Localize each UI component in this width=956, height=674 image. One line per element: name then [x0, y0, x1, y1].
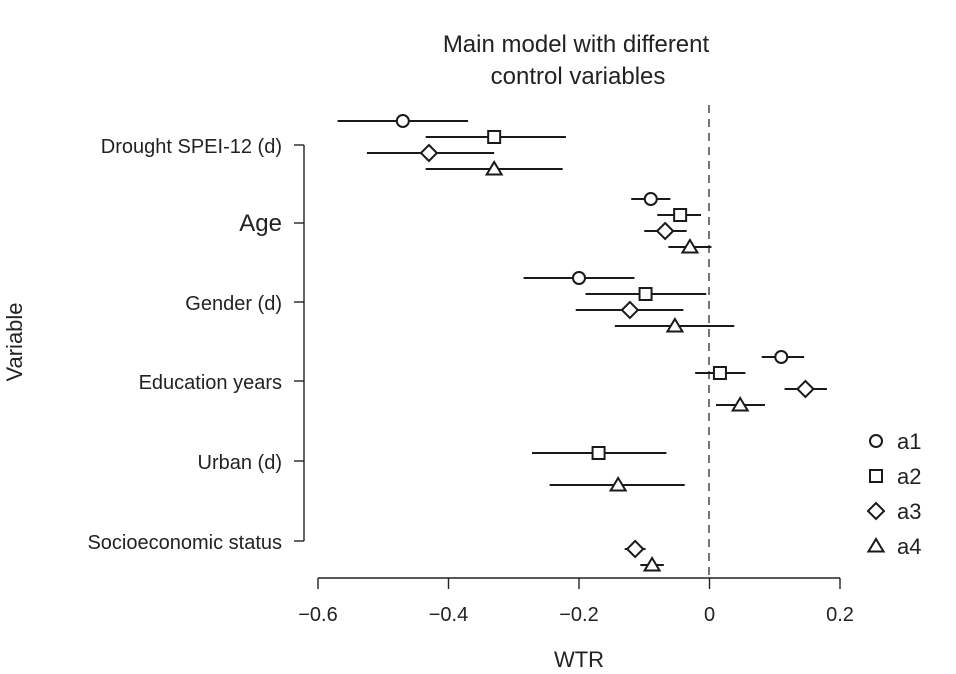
legend-a2-label: a2 [897, 464, 921, 489]
a2-drought-spei-12-d [425, 130, 566, 144]
a3-point-marker [620, 300, 640, 320]
a3-gender-d [575, 300, 684, 320]
legend-a4-label: a4 [897, 534, 921, 559]
a1-point-marker [572, 271, 586, 285]
x-tick-label: −0.4 [429, 604, 468, 626]
a3-point-marker [655, 221, 675, 241]
a4-point-marker [730, 396, 750, 412]
category-label-drought-spei-12-d: Drought SPEI-12 (d) [101, 136, 282, 158]
category-label-urban-d: Urban (d) [198, 452, 282, 474]
legend: a1 a2 a3 a4 [866, 429, 921, 559]
a3-point-marker [419, 143, 439, 163]
a1-age [631, 192, 671, 206]
a2-point-marker [638, 287, 653, 301]
a3-socioeconomic-status [624, 539, 646, 559]
a2-urban-d [532, 446, 667, 460]
x-tick-label: 0.2 [826, 604, 854, 626]
a4-urban-d [549, 476, 685, 492]
y-axis-label: Variable [2, 302, 27, 381]
a1-education-years [761, 350, 805, 364]
x-axis-ticks: −0.6 −0.4 −0.2 0 0.2 [298, 578, 854, 626]
y-axis-ticks: Drought SPEI-12 (d) Age Gender (d) Educatio… [87, 136, 304, 554]
chart-title-line-1: Main model with different [443, 31, 710, 58]
a4-point-marker [680, 238, 700, 254]
a2-gender-d [585, 287, 707, 301]
a4-point-marker [665, 317, 685, 333]
x-tick-label: −0.2 [559, 604, 598, 626]
a2-education-years [695, 366, 746, 380]
a1-point-marker [774, 350, 789, 364]
category-label-age: Age [239, 210, 282, 237]
legend-a1-label: a1 [897, 429, 921, 454]
category-label-gender-d: Gender (d) [185, 293, 282, 315]
legend-a2-marker [869, 469, 883, 483]
x-tick-label: 0 [704, 604, 715, 626]
chart-title: Main model with different control variab… [443, 31, 710, 90]
a4-gender-d [614, 317, 735, 333]
a2-point-marker [487, 130, 502, 144]
a1-gender-d [523, 271, 635, 285]
legend-a3-label: a3 [897, 499, 921, 524]
a2-point-marker [712, 366, 727, 380]
a4-point-marker [642, 556, 662, 572]
a3-point-marker [796, 379, 815, 399]
a3-point-marker [625, 539, 645, 559]
category-label-education-years: Education years [139, 372, 282, 394]
category-label-socioeconomic-status: Socioeconomic status [87, 532, 282, 554]
a4-point-marker [484, 160, 504, 176]
data-marks [337, 114, 827, 572]
a3-drought-spei-12-d [366, 143, 495, 163]
a2-point-marker [591, 446, 606, 460]
a4-age [668, 238, 712, 254]
a4-drought-spei-12-d [425, 160, 563, 176]
a1-point-marker [395, 114, 410, 128]
x-tick-label: −0.6 [298, 604, 337, 626]
chart-title-line-2: control variables [491, 63, 666, 90]
a4-point-marker [608, 476, 628, 492]
a1-drought-spei-12-d [337, 114, 469, 128]
a2-point-marker [673, 208, 688, 222]
a4-education-years [716, 396, 765, 412]
a1-point-marker [643, 192, 658, 206]
x-axis-label: WTR [554, 647, 604, 672]
a3-education-years [784, 379, 827, 399]
legend-a1-marker [869, 434, 883, 448]
a4-socioeconomic-status [640, 556, 664, 572]
a2-age [657, 208, 702, 222]
legend-a4-marker [866, 537, 886, 553]
legend-a3-marker [866, 501, 886, 521]
a3-age [644, 221, 687, 241]
